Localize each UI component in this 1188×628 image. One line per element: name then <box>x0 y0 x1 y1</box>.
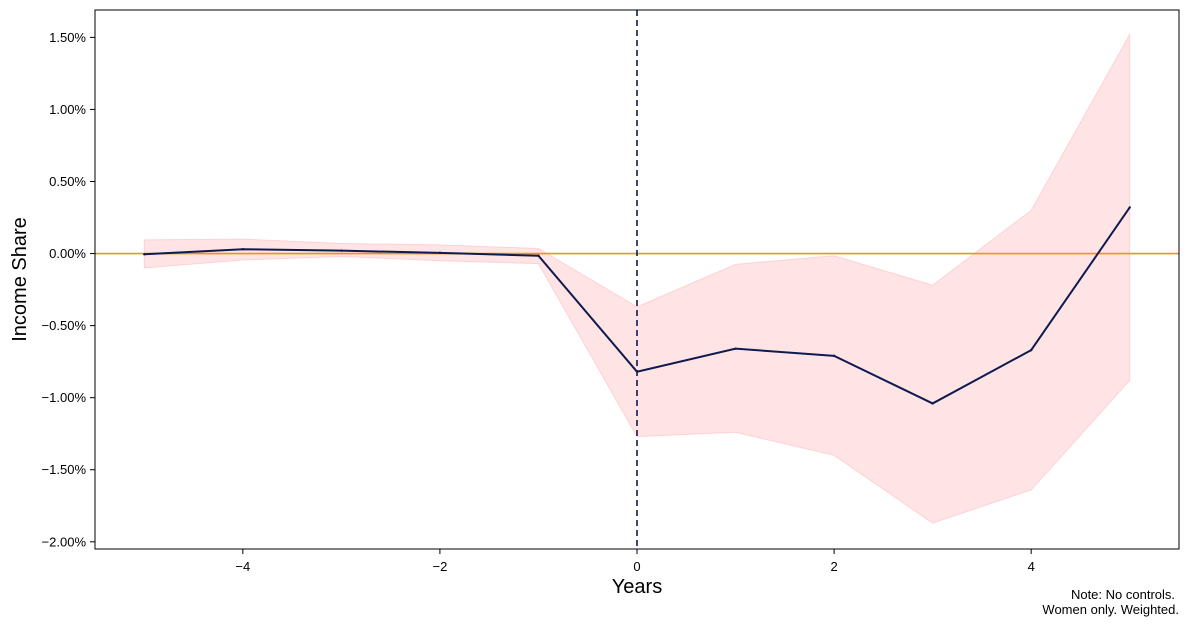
data-point <box>537 254 540 257</box>
y-tick-label: 1.00% <box>49 102 86 117</box>
data-point <box>1128 206 1131 209</box>
plot-area <box>95 10 1179 549</box>
data-point <box>1029 348 1033 352</box>
data-point <box>143 253 146 256</box>
y-axis-title: Income Share <box>9 217 31 342</box>
y-tick-label: 0.00% <box>49 246 86 261</box>
note-line-2: Women only. Weighted. <box>1042 602 1179 617</box>
x-tick-label: 2 <box>830 559 837 574</box>
confidence-band <box>143 32 1131 524</box>
y-tick-label: −2.00% <box>42 534 87 549</box>
y-tick-label: −1.50% <box>42 462 87 477</box>
x-axis-title: Years <box>612 576 662 598</box>
y-axis: −2.00% −1.50% −1.00% −0.50% 0.00% 0.50% 1.00% 1… <box>42 30 95 549</box>
y-tick-label: 0.50% <box>49 174 86 189</box>
data-point <box>241 248 245 251</box>
x-tick-label: 4 <box>1028 559 1035 574</box>
data-point <box>340 249 343 252</box>
x-axis: −4 −2 0 2 4 <box>235 549 1035 574</box>
x-tick-label: −2 <box>432 559 447 574</box>
y-tick-label: −0.50% <box>42 318 87 333</box>
data-point <box>635 370 639 373</box>
data-point <box>438 251 442 255</box>
y-tick-label: 1.50% <box>49 30 86 45</box>
data-point <box>734 347 737 350</box>
data-point <box>931 402 934 405</box>
data-point <box>832 354 836 358</box>
note-line-1: Note: No controls. <box>1071 587 1175 602</box>
y-tick-label: −1.00% <box>42 390 87 405</box>
x-tick-label: −4 <box>235 559 250 574</box>
x-tick-label: 0 <box>633 559 640 574</box>
